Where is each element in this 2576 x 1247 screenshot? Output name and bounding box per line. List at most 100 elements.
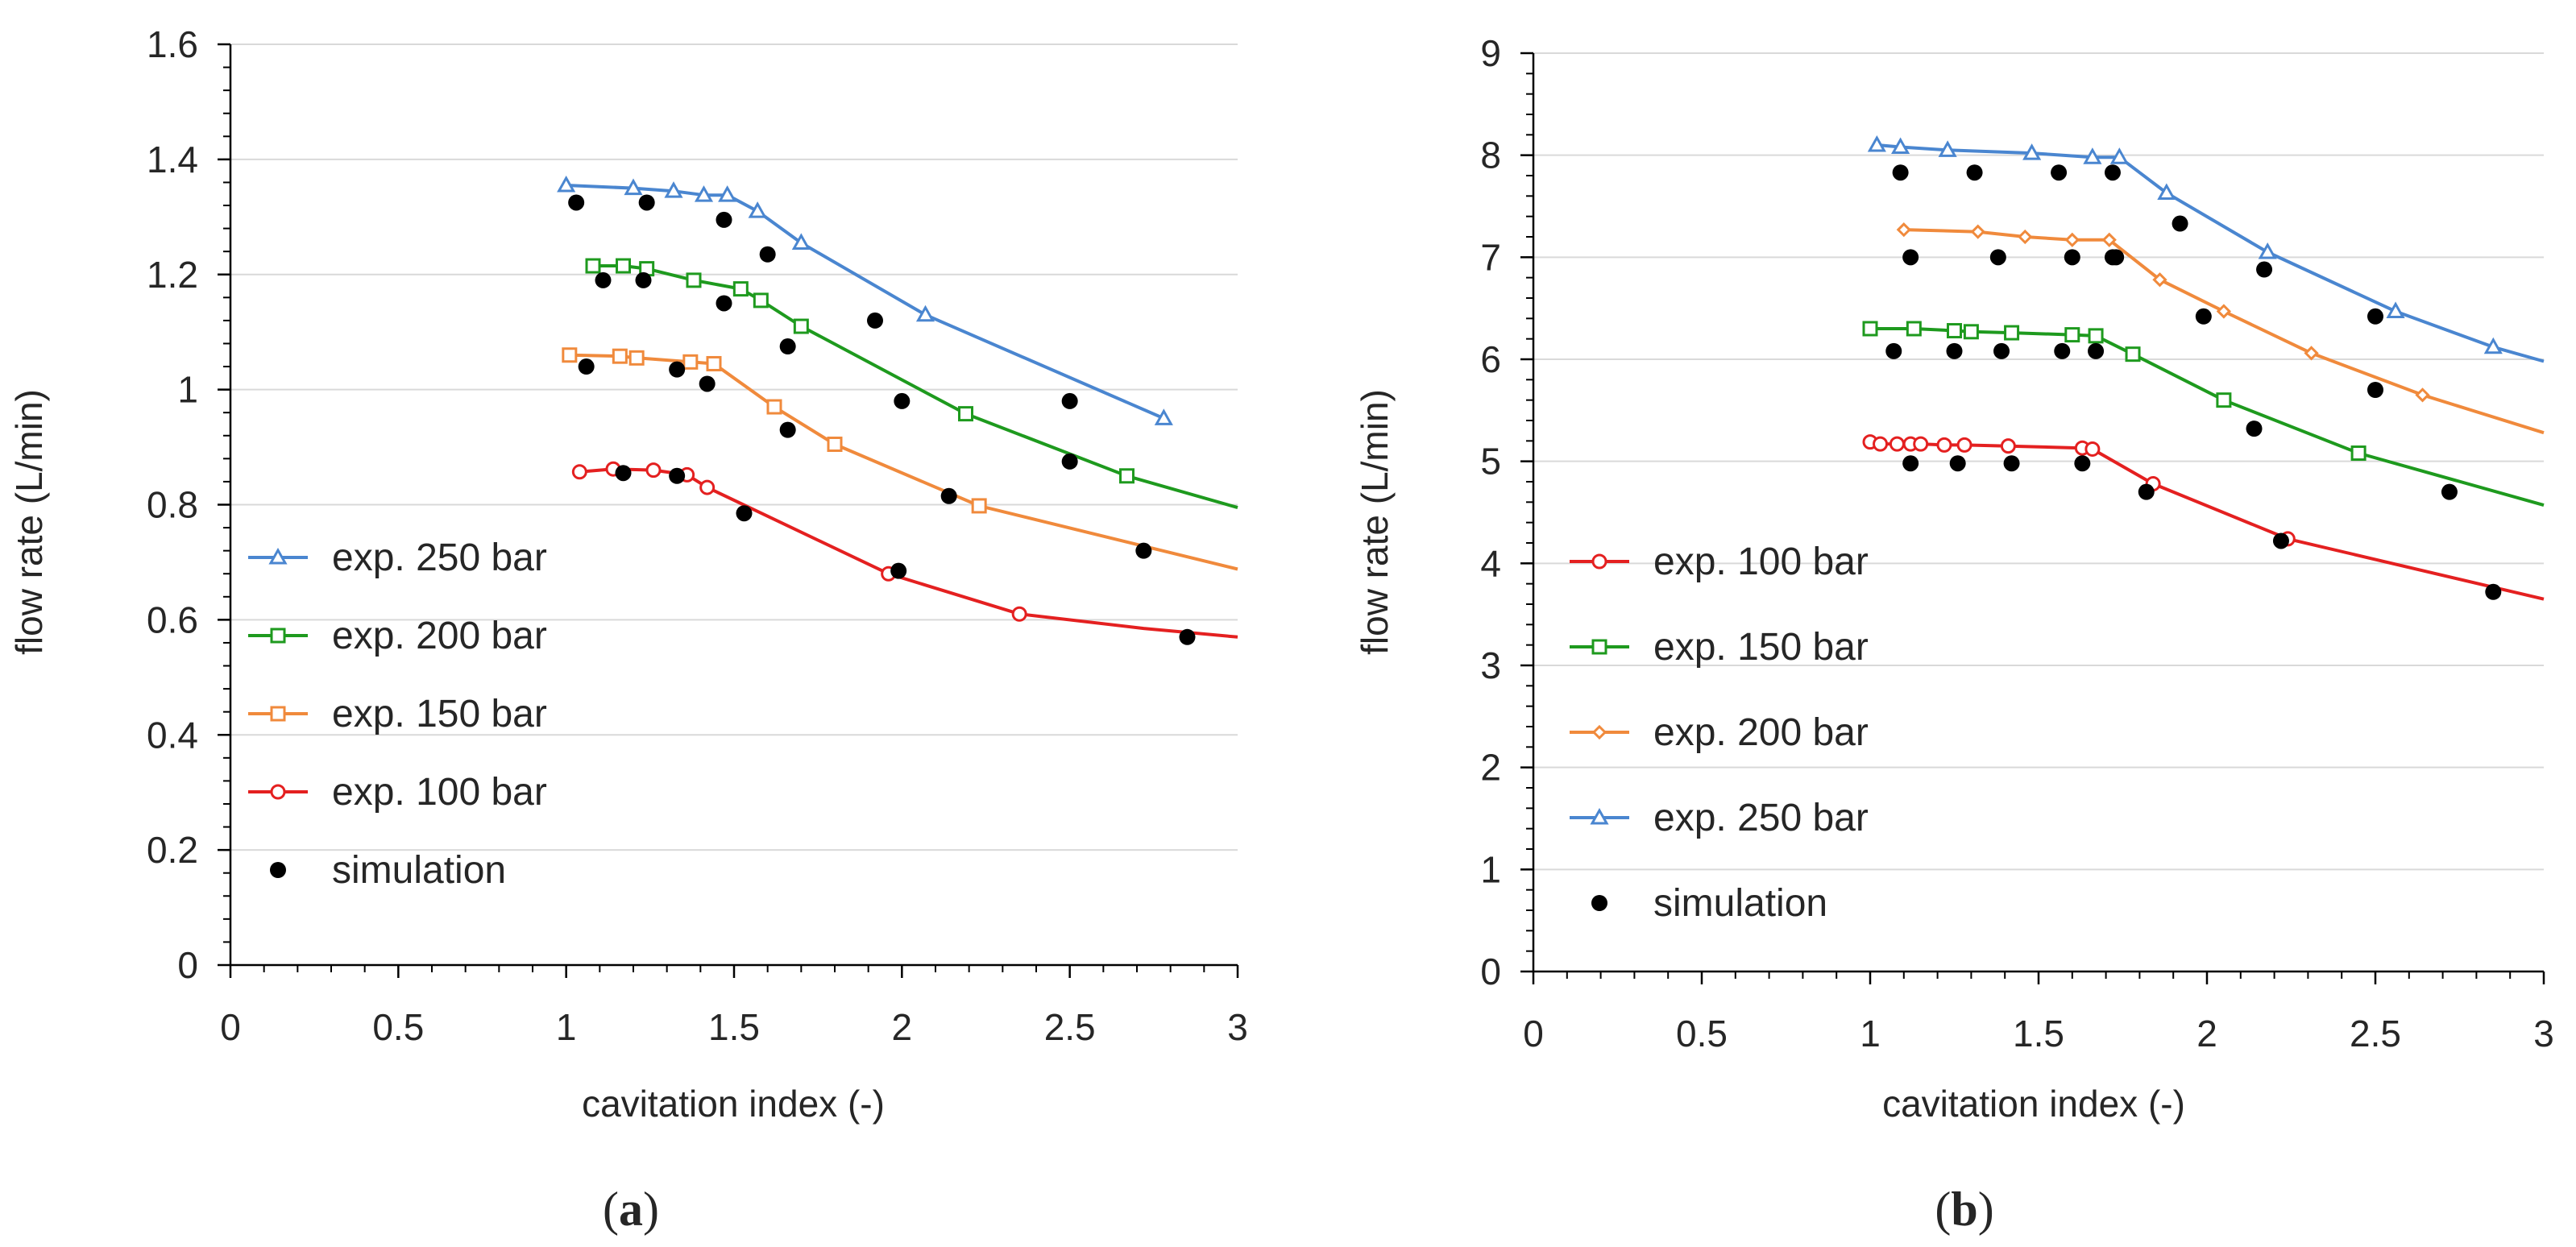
data-point: [2258, 242, 2277, 259]
simulation-point: [779, 338, 796, 355]
series-line-exp-200-bar: [593, 264, 1238, 510]
simulation-point: [638, 194, 655, 211]
legend-label: exp. 250 bar: [1653, 797, 1869, 839]
data-point: [793, 318, 809, 334]
legend-marker: [1591, 895, 1607, 911]
simulation-point: [2074, 455, 2091, 472]
x-tick-label: 3: [2533, 1013, 2554, 1054]
chart-a-simulation-points: [568, 194, 1196, 645]
simulation-point: [1989, 249, 2006, 266]
chart-a-y-tick-labels: 0 0.2 0.4 0.6 0.8 1 1.2 1.4 1.6: [147, 23, 198, 986]
data-point: [616, 258, 631, 274]
data-point: [562, 347, 578, 363]
y-tick-label: 0.6: [147, 599, 198, 640]
y-tick-label: 5: [1480, 441, 1501, 483]
simulation-point: [1179, 628, 1196, 645]
data-point: [1906, 321, 1922, 337]
simulation-point: [736, 505, 753, 522]
simulation-point: [1902, 249, 1919, 266]
x-tick-label: 1: [1860, 1013, 1881, 1054]
data-point: [682, 354, 699, 370]
x-tick-label: 2: [2196, 1013, 2217, 1054]
data-point: [645, 462, 662, 478]
data-point: [664, 181, 683, 198]
simulation-point: [2367, 382, 2383, 398]
x-tick-label: 1.5: [2013, 1013, 2064, 1054]
data-point: [1896, 222, 1911, 238]
x-tick-label: 2.5: [2350, 1013, 2401, 1054]
chart-a-y-axis-label: flow rate (L/min): [8, 389, 50, 655]
y-tick-label: 6: [1480, 338, 1501, 380]
data-point: [628, 350, 645, 366]
chart-a-legend: exp. 250 bar exp. 200 bar exp. 150 bar exp.…: [248, 536, 547, 892]
simulation-point: [716, 295, 732, 312]
series-line-exp-150-bar: [1870, 327, 2545, 508]
chart-a-panel-label-letter: a: [619, 1183, 643, 1236]
x-tick-label: 0.5: [1676, 1013, 1728, 1054]
simulation-point: [2272, 532, 2289, 549]
data-point: [1947, 323, 1962, 339]
data-point: [2109, 147, 2129, 164]
chart-b-series-lines: [1869, 143, 2545, 601]
legend-label: exp. 150 bar: [1653, 626, 1869, 669]
y-tick-label: 0: [177, 944, 198, 986]
chart-b-panel-label-close: ): [1978, 1183, 1994, 1236]
legend-item: exp. 200 bar: [1570, 711, 1869, 754]
chart-a-markers: [557, 175, 1173, 622]
y-tick-label: 4: [1480, 542, 1501, 584]
legend-item: simulation: [270, 849, 506, 892]
y-tick-label: 3: [1480, 644, 1501, 686]
data-point: [2216, 392, 2232, 408]
legend-item: simulation: [1591, 882, 1827, 925]
simulation-point: [2172, 215, 2188, 232]
x-tick-label: 3: [1227, 1006, 1248, 1048]
simulation-point: [2367, 308, 2383, 325]
data-point: [699, 479, 716, 495]
simulation-point: [2485, 583, 2502, 600]
simulation-point: [2051, 164, 2068, 181]
data-point: [2304, 346, 2319, 361]
data-point: [694, 185, 714, 202]
data-point: [1862, 321, 1878, 337]
data-point: [2084, 441, 2101, 457]
legend-marker: [1591, 724, 1607, 740]
data-point: [791, 233, 811, 250]
legend-marker: [1591, 639, 1607, 655]
data-point: [732, 281, 749, 297]
legend-label: exp. 250 bar: [332, 536, 547, 579]
chart-b-legend: exp. 100 bar exp. 150 bar exp. 200 bar exp.…: [1570, 541, 1869, 925]
data-point: [1963, 324, 1979, 340]
data-point: [1119, 468, 1135, 484]
data-point: [1938, 140, 1957, 157]
y-tick-label: 1.2: [147, 254, 198, 296]
data-point: [958, 406, 973, 422]
simulation-point: [779, 421, 796, 438]
simulation-point: [1892, 164, 1909, 181]
data-point: [1873, 436, 1889, 452]
data-point: [557, 175, 576, 193]
simulation-point: [568, 194, 585, 211]
data-point: [2157, 183, 2176, 201]
chart-b-panel-label: (b): [1935, 1183, 1993, 1236]
data-point: [1970, 224, 1985, 239]
series-line-exp-150-bar: [569, 353, 1238, 571]
x-tick-label: 2.5: [1044, 1006, 1096, 1048]
data-point: [2152, 272, 2167, 288]
simulation-point: [578, 358, 595, 375]
data-point: [2064, 327, 2080, 343]
legend-item: exp. 100 bar: [1570, 541, 1869, 583]
chart-b-y-tick-labels: 0 1 2 3 4 5 6 7 8 9: [1480, 32, 1501, 992]
y-tick-label: 2: [1480, 747, 1501, 789]
x-tick-label: 1.5: [708, 1006, 760, 1048]
series-line-exp-200-bar: [1903, 228, 2545, 435]
y-tick-label: 0: [1480, 951, 1501, 992]
y-tick-label: 1.4: [147, 139, 198, 180]
simulation-point: [1885, 342, 1902, 359]
series-line-exp-100-bar: [1869, 440, 2545, 601]
data-point: [915, 304, 935, 322]
data-point: [706, 355, 722, 371]
data-point: [2483, 337, 2503, 354]
y-tick-label: 0.8: [147, 484, 198, 526]
legend-item: exp. 200 bar: [248, 615, 547, 657]
